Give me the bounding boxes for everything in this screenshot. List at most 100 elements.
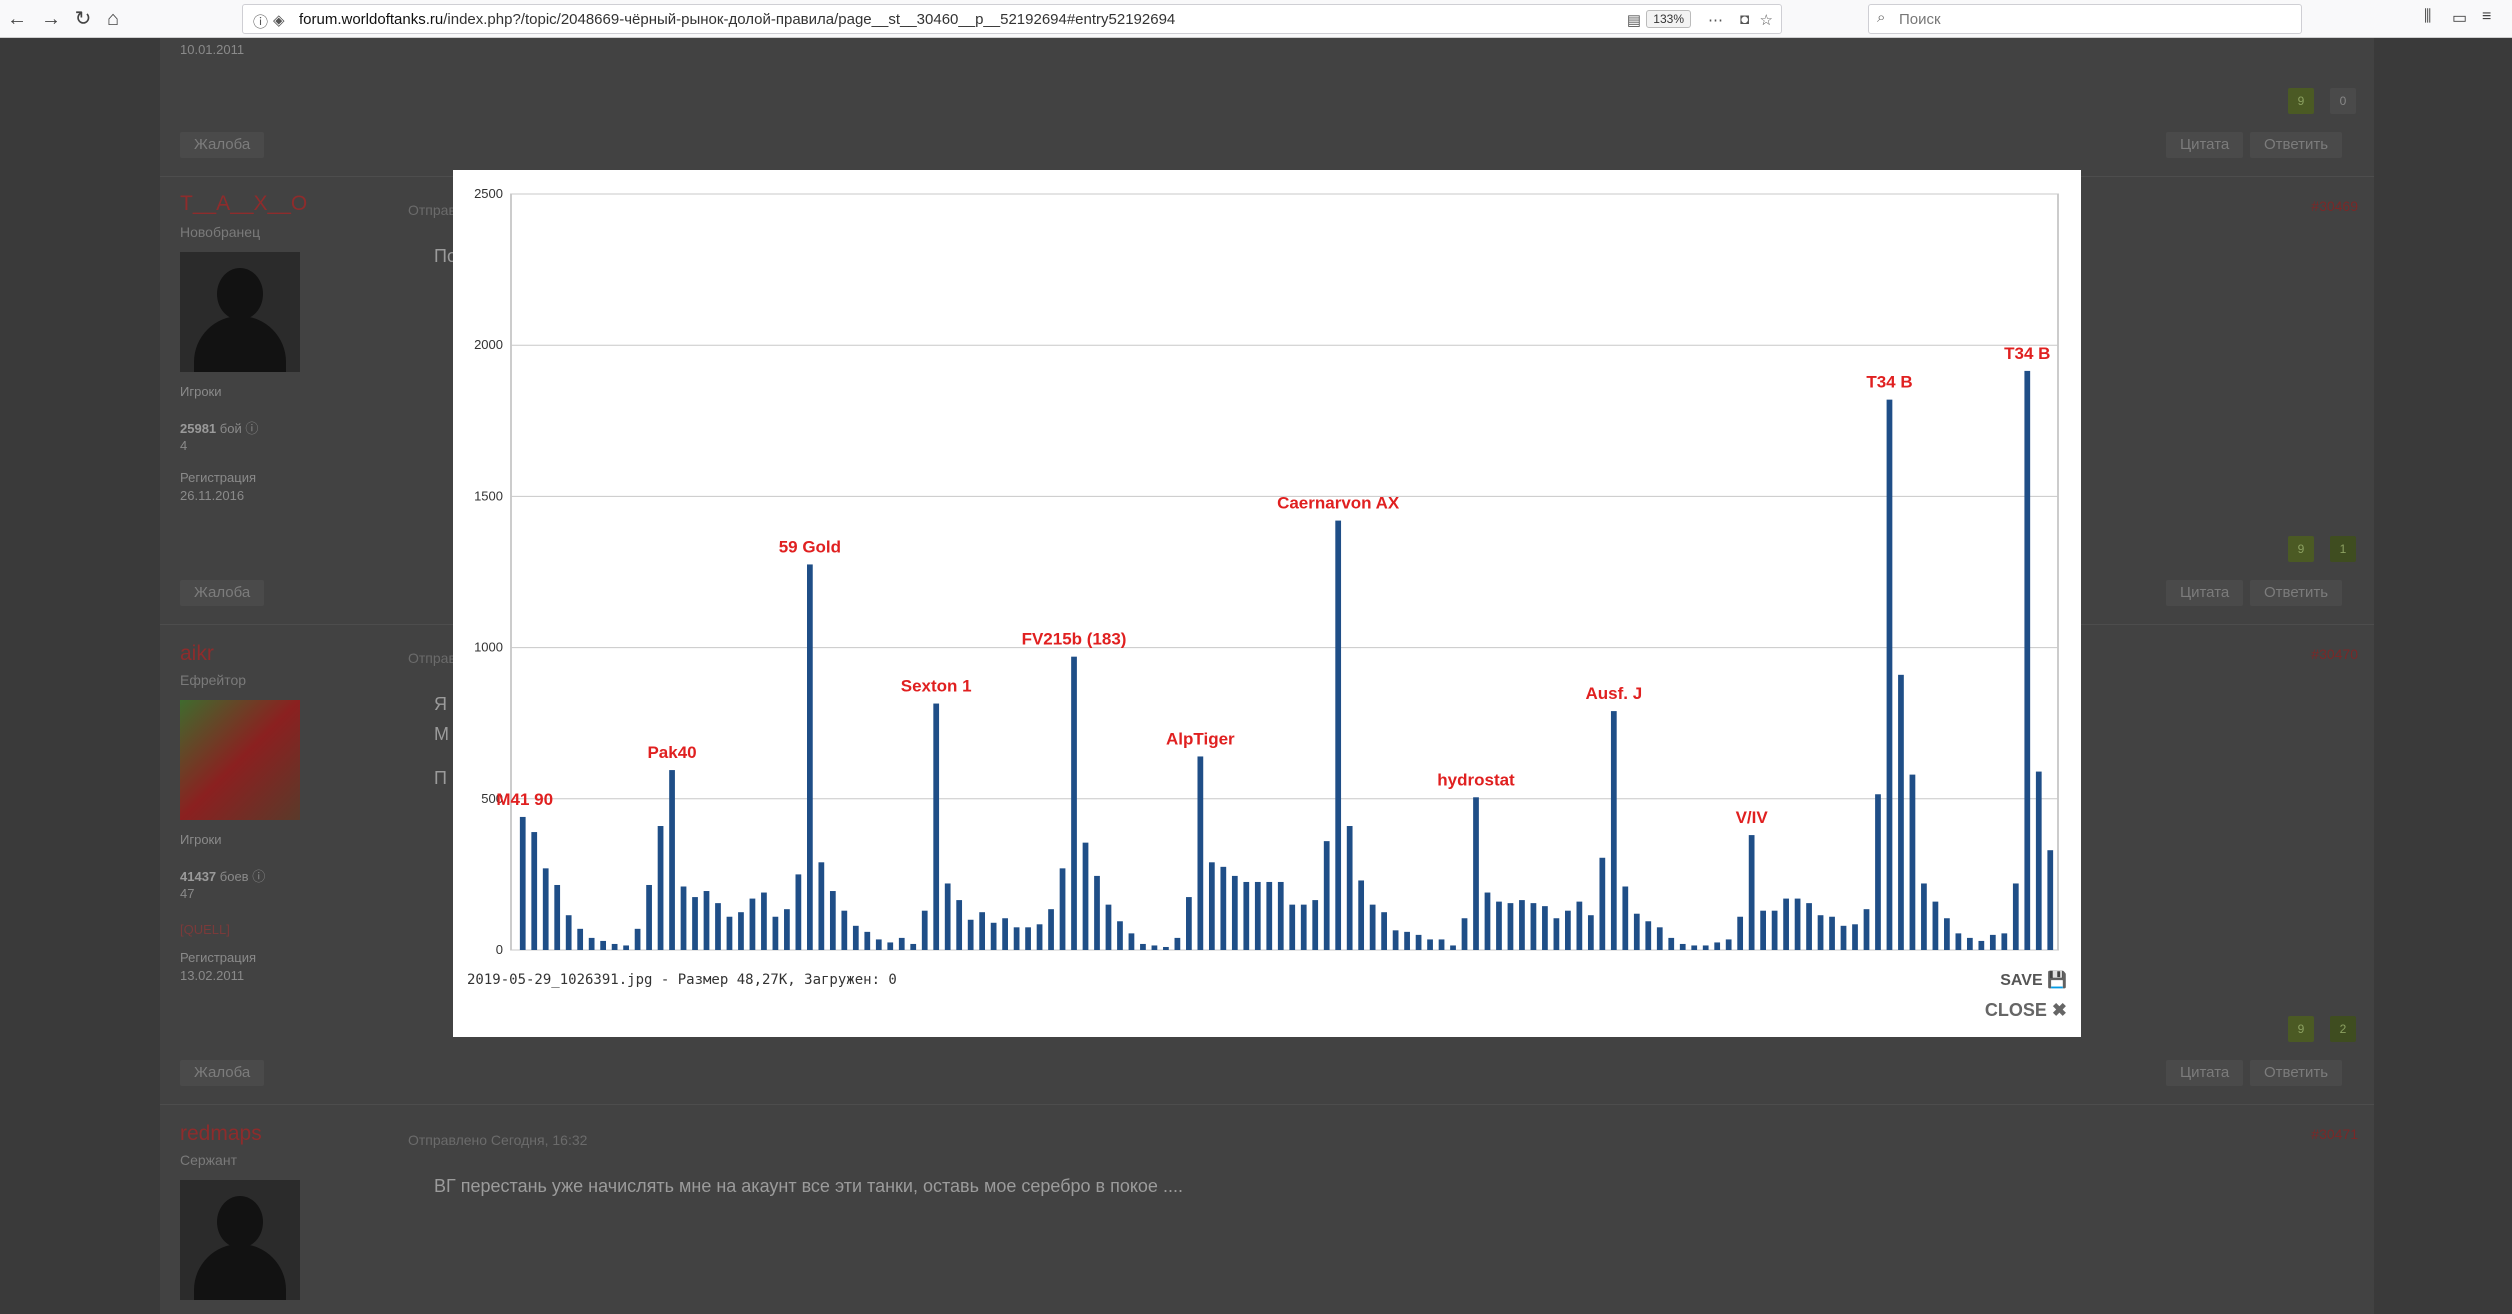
reload-icon[interactable]: ↻ xyxy=(74,8,92,30)
chart-bar xyxy=(1542,906,1548,950)
chart-bar xyxy=(1645,921,1652,950)
avatar[interactable] xyxy=(180,1180,300,1300)
close-button[interactable]: CLOSE ✖ xyxy=(1985,1000,2067,1021)
chart-bar xyxy=(1174,937,1181,950)
chart-bar xyxy=(1128,933,1135,950)
chart-bar xyxy=(1300,904,1307,950)
back-icon[interactable]: ← xyxy=(7,8,27,30)
reply-button[interactable]: Ответить xyxy=(2250,580,2343,606)
chart-bar xyxy=(1415,934,1422,950)
bar-annotation-label: V/IV xyxy=(1736,808,1769,827)
chart-bar xyxy=(1898,674,1904,950)
chart-bar xyxy=(1277,881,1284,950)
quote-button[interactable]: Цитата xyxy=(2166,580,2244,606)
reply-button[interactable]: Ответить xyxy=(2250,1060,2343,1086)
chart-bar xyxy=(1048,909,1054,950)
save-label: SAVE xyxy=(2000,972,2043,989)
chart-bar xyxy=(1266,881,1273,950)
rep-plus-top[interactable]: 9 xyxy=(2288,88,2314,114)
zoom-indicator[interactable]: 133% xyxy=(1646,10,1691,28)
post-author[interactable]: redmaps xyxy=(180,1122,262,1145)
chart-bar xyxy=(1461,918,1468,950)
post-text: ВГ перестань уже начислять мне на акаунт… xyxy=(434,1176,1183,1196)
save-button[interactable]: SAVE 💾 xyxy=(2000,970,2067,990)
rep-minus-top[interactable]: 0 xyxy=(2330,88,2356,114)
plot-area xyxy=(510,193,2059,951)
chart-bar xyxy=(1243,881,1250,950)
page-actions-icon[interactable]: ⋯ xyxy=(1708,12,1723,29)
bookmark-star-icon[interactable]: ☆ xyxy=(1759,12,1773,29)
chart-bar xyxy=(772,916,779,950)
forward-icon[interactable]: → xyxy=(41,8,61,30)
post-number[interactable]: #30469 xyxy=(2311,198,2358,214)
chart-bar xyxy=(1702,945,1709,950)
address-bar[interactable]: ⓘ ◈ forum.worldoftanks.ru/index.php?/top… xyxy=(242,4,1782,34)
reply-button[interactable]: Ответить xyxy=(2250,132,2343,158)
chart-bar xyxy=(761,892,767,950)
home-icon[interactable]: ⌂ xyxy=(106,8,120,30)
chart-bar xyxy=(1679,943,1686,950)
quote-button[interactable]: Цитата xyxy=(2166,1060,2244,1086)
library-icon[interactable]: ⫼ xyxy=(2424,8,2432,25)
chart-bar xyxy=(531,832,538,950)
sidebar-icon[interactable]: ▭ xyxy=(2452,10,2468,27)
bar-annotation-label: AlpTiger xyxy=(1166,729,1235,748)
menu-icon[interactable]: ≡ xyxy=(2482,8,2492,25)
chart-bar xyxy=(1082,842,1089,950)
bar-annotation-label: 59 Gold xyxy=(779,537,841,556)
bar-annotation-label: Pak40 xyxy=(647,743,696,762)
chart-bar xyxy=(979,912,986,950)
chart-bar xyxy=(1714,942,1721,950)
quote-button[interactable]: Цитата xyxy=(2166,132,2244,158)
avatar[interactable] xyxy=(180,700,300,820)
chart-bar xyxy=(1668,937,1675,950)
chart-bar xyxy=(1369,904,1376,950)
clan-tag[interactable]: [QUELL] xyxy=(180,922,230,937)
post-number[interactable]: #30471 xyxy=(2311,1126,2358,1142)
post-author[interactable]: aikr xyxy=(180,642,214,665)
battles-count: 41437 боев ⓘ xyxy=(180,869,266,884)
message-count: 47 xyxy=(180,886,195,901)
chart-bar xyxy=(1760,910,1766,950)
rep-plus[interactable]: 9 xyxy=(2288,1016,2314,1042)
search-input[interactable]: ⌕ Поиск xyxy=(1868,4,2302,34)
chart-bar xyxy=(852,925,859,950)
post-number[interactable]: #30470 xyxy=(2311,646,2358,662)
chart-bar xyxy=(2047,850,2054,950)
chart-bar xyxy=(1840,925,1847,950)
image-caption: 2019-05-29_1026391.jpg - Размер 48,27K, … xyxy=(467,972,897,988)
info-icon[interactable]: ⓘ xyxy=(253,14,269,31)
complain-button[interactable]: Жалоба xyxy=(180,132,265,158)
rep-minus[interactable]: 2 xyxy=(2330,1016,2356,1042)
chart-bar xyxy=(887,942,894,950)
complain-button[interactable]: Жалоба xyxy=(180,580,265,606)
chart-bar xyxy=(875,939,882,950)
post-author[interactable]: T__A__X__O xyxy=(180,192,308,215)
reader-mode-icon[interactable]: ▤ xyxy=(1626,12,1641,29)
chart-bar xyxy=(1094,875,1100,950)
rep-minus[interactable]: 1 xyxy=(2330,536,2356,562)
chart-bar xyxy=(956,900,963,950)
post-text-line: М xyxy=(434,724,449,744)
chart-bar xyxy=(1806,903,1812,950)
pocket-icon[interactable]: ◘ xyxy=(1739,11,1749,28)
chart-bar xyxy=(1254,881,1261,950)
complain-button[interactable]: Жалоба xyxy=(180,1060,265,1086)
avatar[interactable] xyxy=(180,252,300,372)
y-tick-label: 2500 xyxy=(474,186,503,201)
chart-bar xyxy=(1059,868,1066,950)
y-tick-label: 0 xyxy=(496,942,503,957)
chart-bar xyxy=(2012,883,2019,950)
registration-label: Регистрация xyxy=(180,950,256,965)
chart-bar xyxy=(2001,933,2008,950)
chart-bar xyxy=(1737,916,1744,950)
shield-icon[interactable]: ◈ xyxy=(273,12,285,29)
rep-plus[interactable]: 9 xyxy=(2288,536,2314,562)
chart-bar xyxy=(1748,835,1755,950)
chart-bar xyxy=(944,883,951,950)
chart-bar xyxy=(1036,924,1043,950)
chart-bar xyxy=(1346,826,1353,950)
bar-annotation-label: T34 B xyxy=(1866,373,1912,392)
chart-bar xyxy=(1909,774,1916,950)
bar-annotation-label: Caernarvon AX xyxy=(1277,494,1400,513)
